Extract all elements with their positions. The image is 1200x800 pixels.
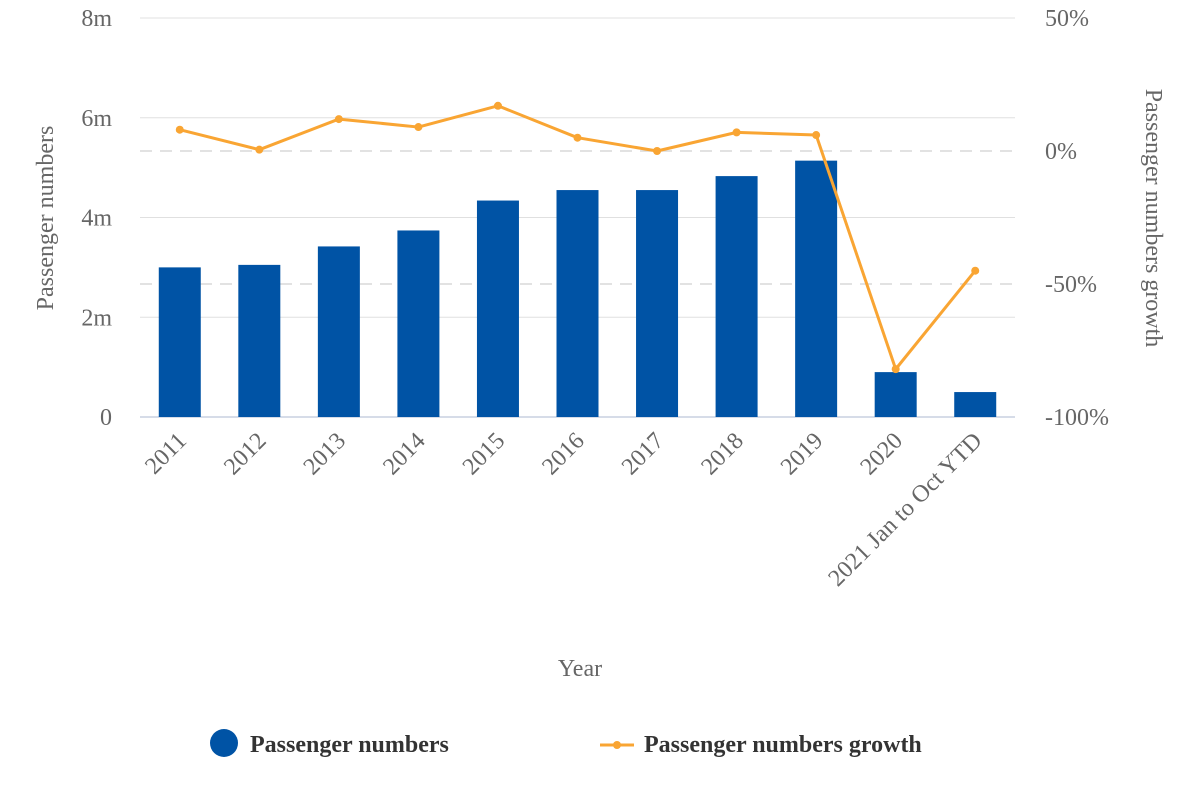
x-tick-label: 2020 bbox=[856, 428, 908, 480]
growth-point-2012[interactable] bbox=[255, 145, 264, 154]
x-axis-ticks: 2011 2012 2013 2014 2015 2016 2017 2018 2019 2020… bbox=[140, 428, 987, 592]
legend-label-passenger-numbers: Passenger numbers bbox=[250, 732, 449, 758]
x-tick-label: 2016 bbox=[537, 428, 589, 480]
x-tick-label: 2019 bbox=[776, 428, 828, 480]
growth-point-2015[interactable] bbox=[493, 101, 502, 110]
grid-lines bbox=[140, 17, 1015, 418]
right-tick-label: 0% bbox=[1045, 139, 1077, 165]
left-axis-ticks: 0 2m 4m 6m 8m bbox=[81, 6, 112, 431]
bar-2017[interactable] bbox=[636, 190, 679, 417]
legend-item-passenger-numbers[interactable]: Passenger numbers bbox=[210, 729, 449, 758]
right-axis-title: Passenger numbers growth bbox=[1140, 89, 1166, 348]
left-tick-label: 2m bbox=[81, 305, 112, 331]
right-tick-label: -50% bbox=[1045, 272, 1097, 298]
bar-2015[interactable] bbox=[476, 200, 519, 417]
right-tick-label: -100% bbox=[1045, 405, 1109, 431]
bar-2020[interactable] bbox=[874, 372, 917, 417]
left-tick-label: 6m bbox=[81, 106, 112, 132]
bar-2018[interactable] bbox=[715, 176, 758, 417]
growth-point-2019[interactable] bbox=[812, 131, 821, 140]
bar-2012[interactable] bbox=[238, 264, 281, 417]
x-tick-label: 2015 bbox=[458, 428, 510, 480]
bar-series bbox=[158, 160, 997, 417]
growth-point-2020[interactable] bbox=[891, 365, 900, 374]
growth-point-2011[interactable] bbox=[175, 125, 184, 134]
growth-point-2018[interactable] bbox=[732, 128, 741, 137]
legend: Passenger numbers Passenger numbers grow… bbox=[210, 729, 922, 758]
bar-2011[interactable] bbox=[158, 267, 201, 417]
right-tick-label: 50% bbox=[1045, 6, 1089, 32]
x-axis-title: Year bbox=[558, 656, 602, 682]
x-tick-label: 2014 bbox=[378, 428, 430, 480]
x-tick-label: 2013 bbox=[299, 428, 351, 480]
legend-line-marker bbox=[613, 741, 621, 749]
growth-point-2017[interactable] bbox=[653, 147, 662, 155]
bar-2019[interactable] bbox=[795, 160, 838, 417]
bar-2021[interactable] bbox=[954, 392, 997, 417]
x-tick-label: 2011 bbox=[140, 428, 192, 480]
growth-point-2013[interactable] bbox=[334, 115, 343, 124]
x-tick-label: 2021 Jan to Oct YTD bbox=[824, 428, 988, 592]
legend-bar-swatch bbox=[210, 729, 238, 757]
growth-point-2021[interactable] bbox=[971, 266, 980, 275]
right-axis-ticks: -100% -50% 0% 50% bbox=[1045, 6, 1109, 431]
growth-point-2014[interactable] bbox=[414, 123, 423, 132]
left-tick-label: 4m bbox=[81, 206, 112, 232]
growth-point-2016[interactable] bbox=[573, 133, 582, 142]
left-tick-label: 0 bbox=[100, 405, 112, 431]
legend-label-passenger-numbers-growth: Passenger numbers growth bbox=[644, 732, 922, 758]
left-tick-label: 8m bbox=[81, 6, 112, 32]
x-tick-label: 2017 bbox=[617, 428, 669, 480]
bar-2013[interactable] bbox=[317, 246, 360, 417]
bar-2016[interactable] bbox=[556, 190, 599, 417]
x-tick-label: 2018 bbox=[697, 428, 749, 480]
line-series bbox=[175, 101, 980, 374]
legend-item-passenger-numbers-growth[interactable]: Passenger numbers growth bbox=[600, 732, 922, 758]
left-axis-title: Passenger numbers bbox=[33, 126, 59, 311]
x-tick-label: 2012 bbox=[219, 428, 271, 480]
bar-2014[interactable] bbox=[397, 230, 440, 417]
